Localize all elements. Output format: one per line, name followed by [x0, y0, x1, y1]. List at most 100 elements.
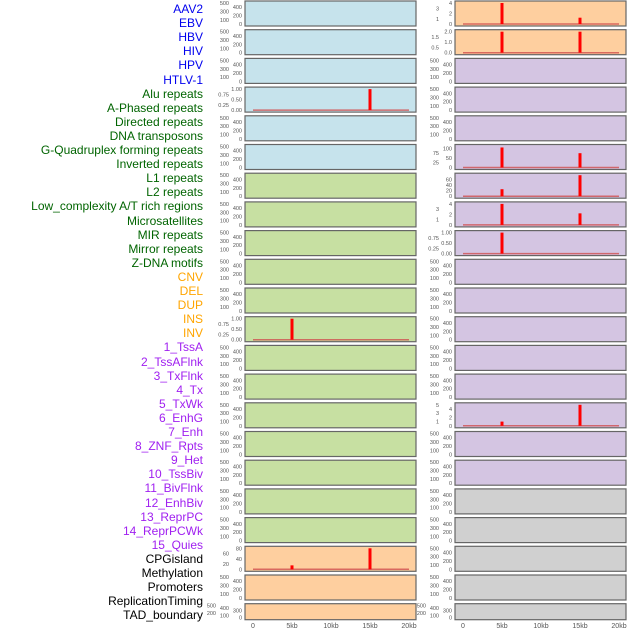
panel-background [454, 316, 627, 343]
y-tick-label: 75 [433, 151, 439, 157]
panel-background [244, 402, 417, 429]
y-tick-label: 500 [220, 259, 229, 265]
y-tick-label: 0 [239, 510, 242, 516]
track-panel: 0.000.250.500.751.00 [428, 230, 627, 258]
y-tick-label: 100 [220, 75, 229, 81]
panel-background [244, 488, 417, 515]
track-panel: 0 100 200 300 400 500 [220, 402, 417, 430]
y-tick-label: 300 [430, 497, 439, 503]
panel-background [454, 172, 627, 199]
y-tick-label: 200 [443, 444, 452, 450]
y-tick-label: 0 [239, 616, 242, 622]
y-tick-label: 400 [233, 464, 242, 470]
track-panel: 0 100 200 300 400 500 [430, 516, 627, 545]
panel-background [454, 86, 627, 113]
y-tick-label: 300 [430, 469, 439, 475]
y-tick-label: 300 [220, 210, 229, 216]
y-tick-label: 300 [430, 583, 439, 589]
y-tick-label: 300 [220, 153, 229, 159]
track-panel: 0 20 40 60 80 [223, 545, 417, 573]
panel-background [244, 230, 417, 257]
track-panel: 0 100 200 300 400 500 [220, 430, 417, 459]
y-tick-label: 0 [239, 137, 242, 143]
y-tick-label: 4 [449, 1, 452, 7]
track-label: 11_BivFlnk [144, 481, 203, 496]
panel-background [454, 603, 627, 621]
y-tick-label: 200 [443, 301, 452, 307]
y-tick-label: 400 [233, 63, 242, 69]
panel-background [454, 201, 627, 228]
y-tick-label: 0 [449, 108, 452, 114]
y-tick-label: 0 [239, 22, 242, 28]
x-tick-label: 15kb [572, 623, 587, 630]
y-tick-label: 300 [443, 609, 452, 615]
y-tick-label: 500 [220, 403, 229, 409]
y-tick-label: 200 [443, 272, 452, 278]
y-tick-label: 400 [443, 551, 452, 557]
panel-background [454, 0, 627, 27]
y-tick-label: 0 [449, 395, 452, 401]
y-tick-label: 200 [233, 502, 242, 508]
y-tick-label: 0 [239, 51, 242, 57]
track-label: 3_TxFlnk [153, 368, 203, 383]
y-tick-label: 300 [430, 555, 439, 561]
y-tick-label: 0 [449, 616, 452, 622]
panel-background [454, 344, 627, 371]
y-tick-label: 0.50 [441, 241, 452, 247]
y-tick-label: 200 [233, 14, 242, 20]
track-label: G-Quadruplex forming repeats [40, 143, 203, 157]
peak-bar [500, 203, 504, 225]
y-tick-label: 0.25 [218, 332, 229, 338]
track-label: Promoters [147, 580, 203, 595]
y-tick-label: 400 [233, 522, 242, 528]
y-tick-label: 500 [220, 288, 229, 294]
track-panel: 0 100 200 300 400 500 [430, 488, 627, 516]
track-panel: 0 100 200 300 400 500 [430, 430, 627, 459]
y-tick-label: 25 [433, 161, 439, 167]
y-tick-label: 100 [220, 477, 229, 483]
x-tick-label: 0 [461, 623, 465, 630]
y-tick-label: 500 [430, 546, 439, 552]
y-tick-label: 1.00 [441, 231, 452, 237]
y-tick-label: 40 [446, 183, 452, 189]
x-tick-label: 15kb [362, 623, 377, 630]
y-tick-label: 200 [233, 42, 242, 48]
y-tick-label: 500 [220, 374, 229, 380]
y-tick-label: 0 [449, 137, 452, 143]
track-label: 4_Tx [176, 382, 203, 397]
y-tick-label: 200 [233, 215, 242, 221]
y-tick-label: 0 [239, 79, 242, 85]
track-label: HIV [182, 44, 203, 59]
y-tick-label: 100 [220, 219, 229, 225]
y-tick-label: 2 [449, 415, 452, 421]
y-tick-label: 200 [443, 100, 452, 106]
y-tick-label: 3 [436, 411, 439, 417]
track-label: INV [182, 326, 203, 341]
track-panel: 0 100 200 300 400 500 [220, 0, 417, 28]
track-panel: 0 100 200 300 400 500 [220, 287, 417, 315]
y-tick-label: 100 [430, 75, 439, 81]
y-tick-label: 100 [220, 448, 229, 454]
y-tick-label: 500 [430, 460, 439, 466]
y-tick-label: 100 [220, 190, 229, 196]
y-tick-label: 300 [220, 296, 229, 302]
y-tick-label: 2.0 [444, 30, 452, 36]
y-tick-label: 300 [430, 354, 439, 360]
track-label: DUP [177, 298, 203, 313]
y-tick-label: 400 [443, 120, 452, 126]
y-tick-label: 300 [430, 124, 439, 130]
track-label: CPGisland [145, 551, 203, 566]
y-tick-label: 0.0 [444, 51, 452, 57]
y-tick-label: 500 [220, 1, 229, 7]
y-tick-label: 200 [443, 473, 452, 479]
panel-background [454, 230, 627, 257]
y-tick-label: 200 [233, 358, 242, 364]
x-tick-label: 0 [251, 623, 255, 630]
track-panel: 0 100 200 300 400 500 [430, 86, 627, 114]
y-tick-label: 0 [449, 481, 452, 487]
y-tick-label: 0 [239, 567, 242, 573]
track-panel: 0 100 200 300 400 500 [220, 459, 417, 487]
y-tick-label: 200 [233, 415, 242, 421]
track-label: L1 repeats [146, 171, 203, 186]
